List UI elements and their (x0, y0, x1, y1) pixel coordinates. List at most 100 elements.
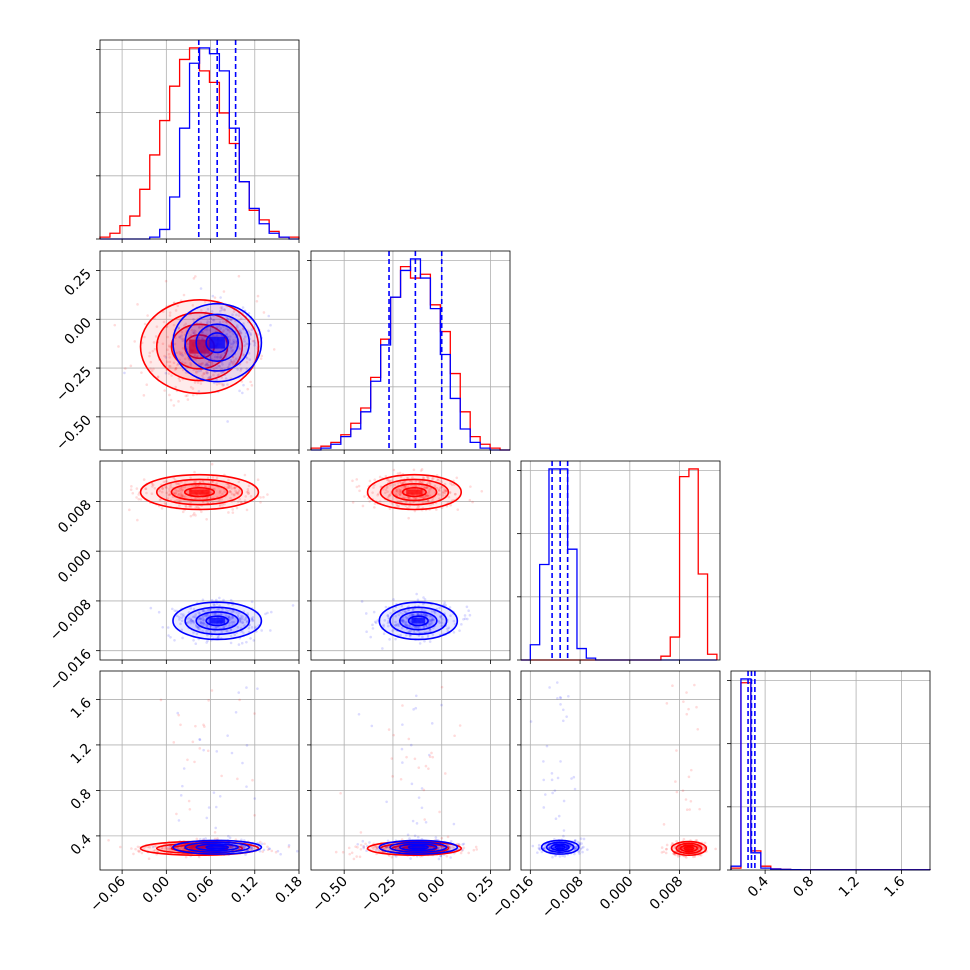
scatter-point (198, 496, 201, 500)
scatter-point (446, 835, 450, 839)
scatter-point (245, 367, 249, 371)
scatter-point (161, 625, 165, 629)
scatter-point (229, 598, 233, 602)
scatter-point (180, 616, 183, 620)
scatter-point (168, 493, 172, 496)
scatter-point (181, 488, 184, 491)
scatter-point (189, 501, 192, 504)
contour-line-blue (184, 841, 251, 854)
scatter-point (403, 609, 407, 613)
scatter-point (170, 374, 173, 377)
scatter-point (220, 376, 224, 379)
scatter-point (243, 335, 247, 338)
scatter-point (197, 362, 201, 366)
scatter-point (205, 362, 209, 366)
scatter-point (384, 488, 388, 492)
scatter-point (206, 377, 210, 380)
scatter-point (164, 502, 168, 506)
scatter-point (251, 339, 255, 343)
scatter-point (189, 361, 192, 365)
scatter-point (181, 339, 185, 343)
axes-frame (99, 39, 300, 240)
scatter-points-red (334, 685, 479, 861)
scatter-point (228, 836, 232, 840)
scatter-point (687, 707, 690, 711)
scatter-point (174, 368, 177, 371)
scatter-point (390, 757, 394, 760)
scatter-point (676, 846, 680, 850)
scatter-point (175, 351, 178, 355)
scatter-point (243, 499, 247, 502)
scatter-point (197, 855, 201, 859)
scatter-point (403, 623, 407, 627)
scatter-point (660, 851, 664, 854)
scatter-point (198, 627, 201, 631)
scatter-point (164, 846, 168, 849)
scatter-point (164, 485, 168, 488)
scatter-point (166, 335, 169, 339)
scatter-point (236, 368, 239, 371)
scatter-point (451, 845, 454, 849)
scatter-point (386, 496, 390, 499)
scatter-point (205, 518, 208, 521)
scatter-point (678, 854, 682, 858)
scatter-point (688, 808, 691, 811)
scatter-point (413, 757, 417, 761)
scatter-point (436, 478, 440, 481)
scatter-point (542, 846, 546, 850)
scatter-point (401, 618, 404, 622)
scatter-point (586, 848, 589, 851)
scatter-point (247, 492, 250, 495)
scatter-point (406, 476, 410, 480)
scatter-point (201, 480, 205, 484)
scatter-point (231, 360, 234, 364)
scatter-point (421, 476, 425, 479)
scatter-point (153, 347, 157, 351)
scatter-point (267, 847, 271, 851)
scatter-point (266, 848, 270, 852)
scatter-point (411, 613, 415, 617)
scatter-point (439, 479, 442, 482)
scatter-point (136, 845, 140, 849)
scatter-point (219, 613, 223, 617)
scatter-point (219, 306, 223, 309)
scatter-point (260, 842, 264, 846)
histogram-step-red (310, 265, 510, 451)
scatter-point (249, 845, 253, 849)
scatter-point (183, 361, 187, 365)
scatter-point (218, 604, 221, 607)
scatter-point (197, 506, 200, 510)
scatter-point (235, 313, 238, 317)
scatter-point (675, 749, 678, 752)
scatter-point (234, 489, 237, 493)
scatter-point (403, 610, 407, 614)
scatter-point (174, 491, 177, 495)
scatter-point (398, 489, 402, 493)
scatter-point (186, 394, 189, 397)
scatter-point (372, 486, 375, 489)
scatter-point (422, 476, 426, 480)
scatter-point (172, 361, 176, 365)
scatter-point (169, 398, 173, 402)
scatter-point (415, 496, 418, 500)
scatter-point (276, 849, 280, 853)
scatter-point (542, 760, 545, 763)
scatter-point (378, 850, 381, 853)
scatter-point (239, 331, 243, 334)
scatter-point (220, 774, 223, 778)
scatter-point (227, 615, 231, 619)
x-tick-label: 0.00 (415, 874, 448, 907)
scatter-point (408, 629, 411, 633)
scatter-point (179, 847, 183, 850)
scatter-point (423, 818, 426, 821)
scatter-point (246, 487, 250, 491)
scatter-point (550, 778, 554, 782)
scatter-point (156, 376, 160, 379)
scatter-point (200, 510, 203, 514)
scatter-point (467, 609, 470, 612)
scatter-point (178, 615, 181, 619)
scatter-point (226, 328, 230, 332)
scatter-point (250, 384, 254, 387)
scatter-point (573, 787, 577, 791)
scatter-point (377, 848, 380, 851)
